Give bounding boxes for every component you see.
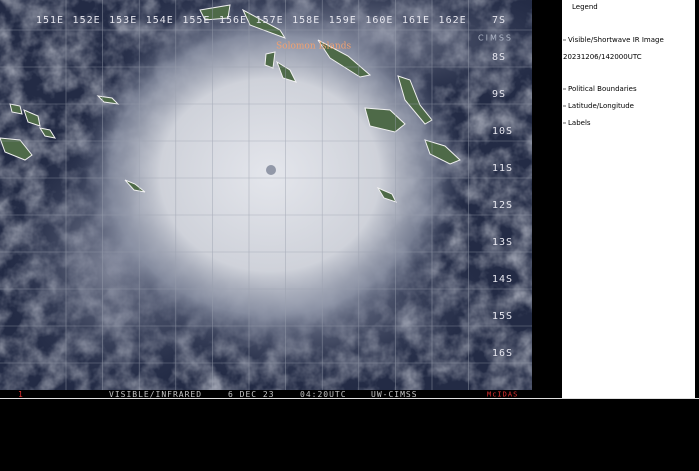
latitude-label: 14S (492, 274, 513, 285)
longitude-label: 161E (402, 15, 430, 26)
legend-item: Political Boundaries (568, 85, 637, 93)
satellite-image: 151E 152E 153E 154E 155E 156E 157E 158E 159E 160E… (0, 0, 532, 390)
longitude-label: 151E (36, 15, 64, 26)
latitude-label: 15S (492, 311, 513, 322)
legend-item: Labels (568, 119, 591, 127)
latitude-label: 12S (492, 200, 513, 211)
latitude-label: 8S (492, 52, 506, 63)
longitude-label: 155E (182, 15, 210, 26)
legend-panel (562, 0, 695, 398)
longitude-label: 162E (439, 15, 467, 26)
islands (0, 4, 461, 203)
longitude-label: 156E (219, 15, 247, 26)
longitude-label: 159E (329, 15, 357, 26)
footer-date: 6 DEC 23 (228, 390, 275, 399)
longitude-label: 153E (109, 15, 137, 26)
latitude-label: 11S (492, 163, 513, 174)
footer-software: McIDAS (487, 391, 518, 399)
longitude-label: 158E (292, 15, 320, 26)
longitude-label: 152E (73, 15, 101, 26)
legend-item: Latitude/Longitude (568, 102, 634, 110)
legend-title: Legend (572, 3, 598, 11)
latitude-label: 16S (492, 348, 513, 359)
footer-time: 04:20UTC (300, 390, 347, 399)
place-label: Solomon Islands (276, 42, 351, 52)
footer-product: VISIBLE/INFRARED (109, 390, 202, 399)
latitude-label: 9S (492, 89, 506, 100)
frame-number: 1 (18, 390, 24, 399)
legend-item: 20231206/142000UTC (563, 53, 642, 61)
longitude-label: 160E (365, 15, 393, 26)
latitude-label: 13S (492, 237, 513, 248)
latitude-label: 7S (492, 15, 506, 26)
footer-bar (0, 390, 532, 398)
latitude-label: 10S (492, 126, 513, 137)
logo: CIMSS (478, 34, 513, 43)
legend-item: Visible/Shortwave IR Image (568, 36, 664, 44)
lat-lon-grid (0, 0, 532, 390)
longitude-label: 157E (256, 15, 284, 26)
footer-source: UW-CIMSS (371, 390, 418, 399)
longitude-label: 154E (146, 15, 174, 26)
